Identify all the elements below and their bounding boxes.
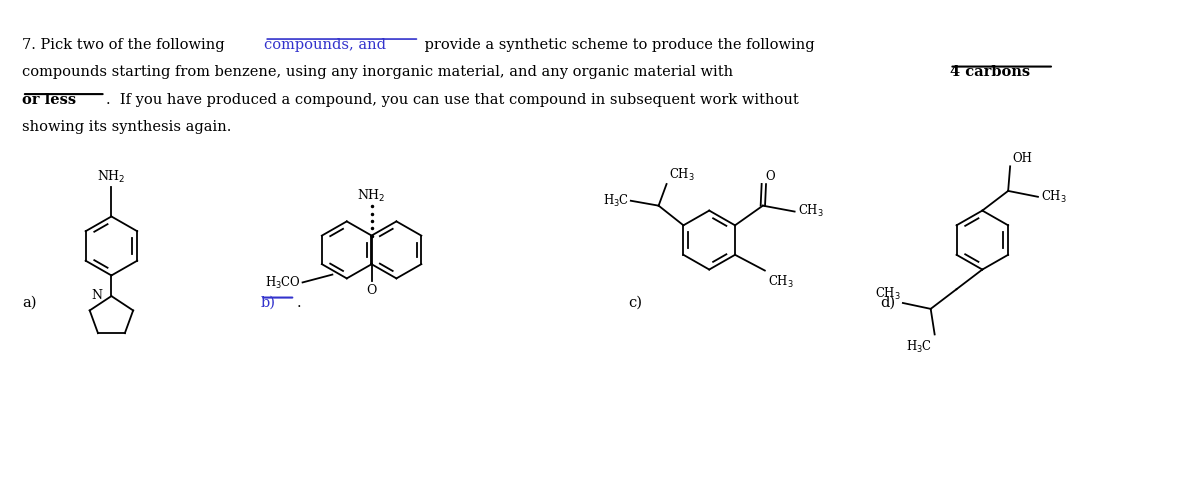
Text: provide a synthetic scheme to produce the following: provide a synthetic scheme to produce th…: [420, 38, 815, 51]
Text: CH$_3$: CH$_3$: [668, 166, 695, 183]
Text: OH: OH: [1012, 152, 1032, 165]
Text: c): c): [628, 296, 642, 309]
Text: CH$_3$: CH$_3$: [1040, 188, 1067, 204]
Text: a): a): [22, 296, 36, 309]
Text: d): d): [880, 296, 895, 309]
Text: H$_3$C: H$_3$C: [602, 192, 629, 208]
Text: H$_3$C: H$_3$C: [906, 339, 932, 355]
Text: NH$_2$: NH$_2$: [358, 188, 386, 204]
Text: compounds starting from benzene, using any inorganic material, and any organic m: compounds starting from benzene, using a…: [22, 65, 738, 79]
Text: .: .: [296, 296, 301, 309]
Text: 7. Pick two of the following: 7. Pick two of the following: [22, 38, 229, 51]
Text: CH$_3$: CH$_3$: [875, 285, 901, 302]
Text: showing its synthesis again.: showing its synthesis again.: [22, 120, 232, 134]
Text: H$_3$CO: H$_3$CO: [265, 275, 300, 291]
Text: compounds, and: compounds, and: [264, 38, 386, 51]
Text: b): b): [260, 296, 275, 309]
Text: 4 carbons: 4 carbons: [949, 65, 1030, 79]
Text: NH$_2$: NH$_2$: [97, 168, 126, 184]
Text: CH$_3$: CH$_3$: [798, 202, 823, 218]
Text: or less: or less: [22, 92, 76, 106]
Text: CH$_3$: CH$_3$: [768, 273, 793, 289]
Text: O: O: [766, 170, 775, 183]
Text: N: N: [91, 288, 102, 301]
Text: .  If you have produced a compound, you can use that compound in subsequent work: . If you have produced a compound, you c…: [107, 92, 799, 106]
Text: O: O: [366, 283, 377, 296]
